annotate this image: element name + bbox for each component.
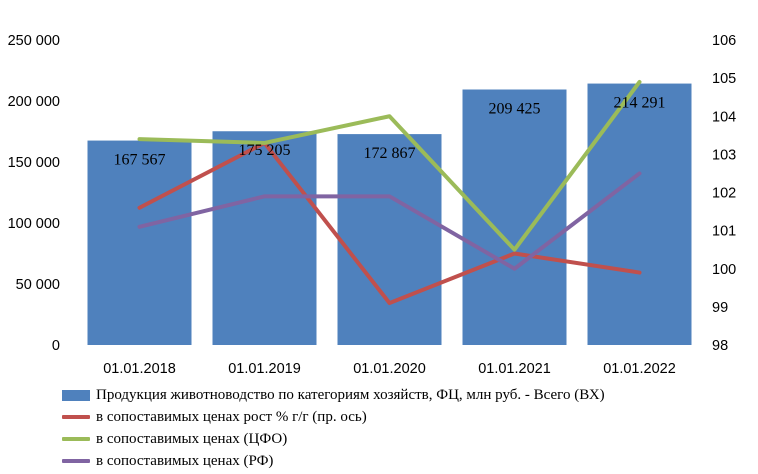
bar-01.01.2018 [87, 140, 192, 345]
line-series-1 [137, 140, 642, 306]
legend-label-rf: в сопоставимых ценах (РФ) [96, 452, 274, 469]
legend-swatch-bars [62, 389, 90, 401]
bar-01.01.2022 [587, 83, 692, 346]
bar-01.01.2019 [212, 131, 317, 345]
left-tick-label: 200 000 [8, 94, 60, 110]
x-tick-label: 01.01.2021 [478, 361, 551, 377]
x-tick-label: 01.01.2018 [103, 361, 176, 377]
right-axis: 98 99 100 101 102 103 104 105 106 [712, 33, 736, 354]
data-label-01.01.2022: 214 291 [614, 95, 666, 112]
x-axis: 01.01.2018 01.01.2019 01.01.2020 01.01.2021… [103, 361, 676, 377]
line-series-2 [137, 79, 642, 252]
data-labels-group: 167 567 175 205 172 867 209 425 214 291 [114, 95, 666, 169]
data-label-01.01.2021: 209 425 [489, 101, 541, 118]
legend-label-bars: Продукция животноводство по категориям х… [96, 386, 605, 403]
legend-swatch-cfo [62, 437, 90, 441]
left-tick-label: 0 [52, 338, 60, 354]
right-tick-label: 104 [712, 109, 736, 125]
data-label-01.01.2018: 167 567 [114, 152, 166, 169]
right-tick-label: 102 [712, 186, 736, 202]
right-tick-label: 100 [712, 262, 736, 278]
right-tick-label: 99 [712, 300, 728, 316]
legend: Продукция животноводство по категориям х… [62, 384, 605, 472]
bar-01.01.2021 [462, 89, 567, 346]
bar-01.01.2020 [337, 134, 442, 345]
data-label-01.01.2020: 172 867 [364, 145, 416, 162]
legend-swatch-growth [62, 415, 90, 419]
right-tick-label: 101 [712, 224, 736, 240]
x-tick-label: 01.01.2020 [353, 361, 426, 377]
legend-label-growth: в сопоставимых ценах рост % г/г (пр. ось… [96, 408, 367, 425]
bars-group [87, 83, 692, 346]
left-tick-label: 50 000 [16, 277, 60, 293]
left-tick-label: 250 000 [8, 33, 60, 49]
right-tick-label: 98 [712, 338, 728, 354]
right-tick-label: 105 [712, 71, 736, 87]
left-tick-label: 100 000 [8, 216, 60, 232]
legend-swatch-rf [62, 459, 90, 463]
right-tick-label: 103 [712, 147, 736, 163]
right-tick-label: 106 [712, 33, 736, 49]
legend-item-rf: в сопоставимых ценах (РФ) [62, 450, 605, 472]
legend-label-cfo: в сопоставимых ценах (ЦФО) [96, 430, 288, 447]
lines-group [137, 79, 642, 306]
legend-item-bars: Продукция животноводство по категориям х… [62, 384, 605, 406]
x-tick-label: 01.01.2019 [228, 361, 301, 377]
left-tick-label: 150 000 [8, 155, 60, 171]
legend-item-growth: в сопоставимых ценах рост % г/г (пр. ось… [62, 406, 605, 428]
data-label-01.01.2019: 175 205 [239, 142, 291, 159]
line-series-3 [137, 171, 642, 271]
x-tick-label: 01.01.2022 [603, 361, 676, 377]
legend-item-cfo: в сопоставимых ценах (ЦФО) [62, 428, 605, 450]
left-axis: 0 50 000 100 000 150 000 200 000 250 000 [8, 33, 60, 354]
